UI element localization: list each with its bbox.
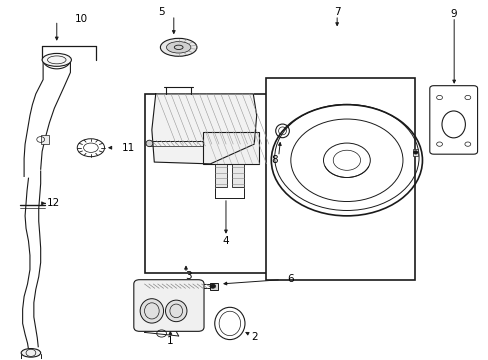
Ellipse shape xyxy=(165,300,186,321)
FancyBboxPatch shape xyxy=(134,280,203,331)
Bar xyxy=(412,149,417,156)
Text: 4: 4 xyxy=(222,236,229,246)
Text: 9: 9 xyxy=(450,9,457,19)
Polygon shape xyxy=(152,94,256,164)
Text: 5: 5 xyxy=(158,7,164,17)
Circle shape xyxy=(209,284,215,288)
Text: 11: 11 xyxy=(122,143,135,153)
Ellipse shape xyxy=(166,41,190,53)
Text: 6: 6 xyxy=(287,274,293,284)
Bar xyxy=(144,94,268,273)
Text: 7: 7 xyxy=(333,7,340,17)
Ellipse shape xyxy=(146,140,153,147)
Text: 3: 3 xyxy=(185,271,191,281)
FancyBboxPatch shape xyxy=(429,86,477,154)
Text: 1: 1 xyxy=(167,336,173,346)
Ellipse shape xyxy=(160,39,197,56)
Ellipse shape xyxy=(140,299,163,323)
Bar xyxy=(266,78,414,280)
Text: 10: 10 xyxy=(75,14,87,24)
Bar xyxy=(203,132,259,164)
Text: 2: 2 xyxy=(250,332,257,342)
Ellipse shape xyxy=(21,348,41,357)
Ellipse shape xyxy=(42,53,71,66)
Text: 8: 8 xyxy=(271,155,278,165)
Bar xyxy=(210,283,217,291)
Bar xyxy=(41,135,49,144)
Bar xyxy=(232,164,244,187)
Bar xyxy=(215,164,227,187)
Circle shape xyxy=(412,150,417,154)
Text: 12: 12 xyxy=(47,198,60,208)
